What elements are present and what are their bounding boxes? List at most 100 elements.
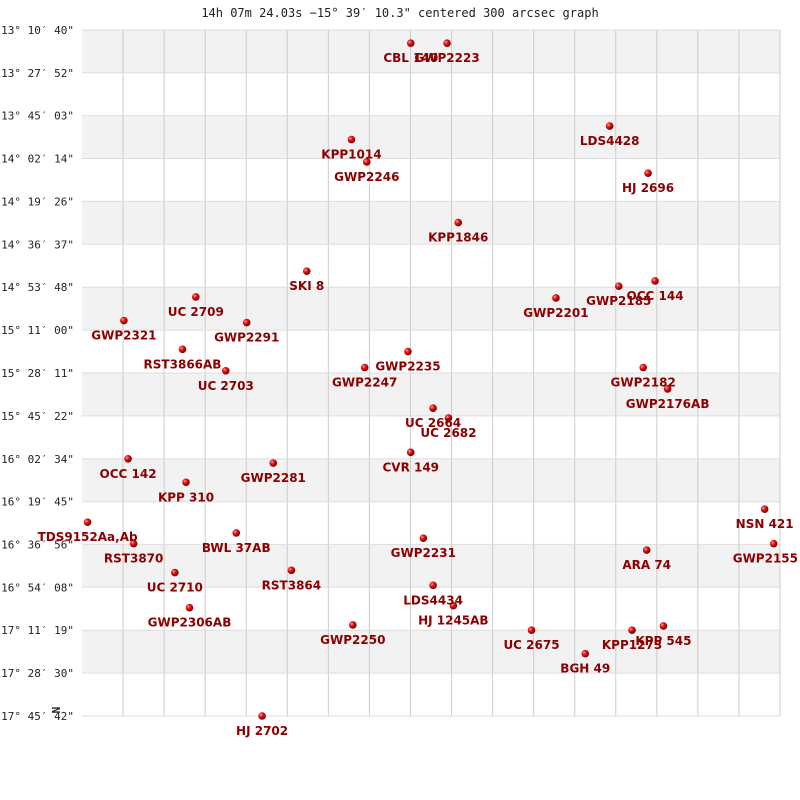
- background-bands: [82, 30, 780, 674]
- star-marker[interactable]: [443, 39, 451, 48]
- star-marker[interactable]: [605, 122, 614, 130]
- star-marker[interactable]: [221, 366, 230, 375]
- star-marker[interactable]: [258, 712, 266, 720]
- y-tick-label: -16° 02′ 34": [0, 453, 74, 466]
- star-label: RST3866AB: [144, 357, 222, 371]
- star-marker[interactable]: [449, 601, 458, 610]
- grid-band: [82, 630, 780, 674]
- star-label: KPP 310: [158, 490, 214, 504]
- y-tick-label: -16° 19′ 45": [0, 496, 74, 509]
- star-marker[interactable]: [527, 626, 536, 634]
- y-tick-label: -13° 10′ 40": [0, 24, 74, 37]
- star-label: GWP2247: [332, 376, 397, 390]
- star-label: HJ 1245AB: [418, 614, 489, 628]
- grid-band: [82, 544, 780, 588]
- star-label: GWP2281: [241, 471, 306, 485]
- star-marker[interactable]: [349, 621, 357, 629]
- y-tick-label: -13° 27′ 52": [0, 67, 74, 80]
- star-marker[interactable]: [406, 448, 415, 457]
- star-marker[interactable]: [614, 282, 623, 290]
- star-label: OCC 142: [100, 467, 157, 481]
- star-label: GWP2246: [334, 170, 399, 184]
- star-label: UC 2703: [198, 379, 254, 393]
- star-marker[interactable]: [185, 603, 194, 612]
- star-marker[interactable]: [182, 478, 190, 487]
- star-marker[interactable]: [444, 414, 453, 422]
- star-marker[interactable]: [287, 566, 296, 575]
- y-tick-label: -14° 19′ 26": [0, 195, 74, 208]
- star-marker[interactable]: [581, 649, 590, 658]
- y-tick-label: -15° 11′ 00": [0, 324, 74, 337]
- star-marker[interactable]: [171, 568, 179, 577]
- star-marker[interactable]: [769, 539, 778, 548]
- star-marker[interactable]: [232, 529, 241, 537]
- y-tick-label: -17° 11′ 19": [0, 624, 74, 637]
- star-marker[interactable]: [429, 404, 437, 412]
- star-label: LDS4428: [580, 134, 640, 148]
- star-label: GWP2182: [611, 376, 676, 390]
- star-marker[interactable]: [302, 267, 311, 276]
- star-label: GWP2250: [320, 633, 385, 647]
- star-marker[interactable]: [429, 581, 437, 590]
- star-label: HJ 2702: [236, 724, 288, 738]
- star-label: BGH 49: [560, 662, 610, 676]
- star-label: GWP2155: [733, 552, 798, 566]
- star-label: GWP2231: [391, 546, 456, 560]
- star-marker[interactable]: [454, 218, 463, 227]
- star-marker[interactable]: [760, 505, 769, 514]
- star-label: RST3864: [262, 578, 321, 592]
- star-marker[interactable]: [659, 622, 668, 630]
- grid-band: [82, 458, 780, 502]
- star-label: BWL 37AB: [202, 541, 271, 555]
- star-label: UC 2710: [147, 581, 203, 595]
- star-marker[interactable]: [178, 345, 187, 354]
- y-tick-label: -15° 45′ 22": [0, 410, 74, 423]
- star-label: UC 2709: [168, 305, 224, 319]
- star-marker[interactable]: [129, 539, 138, 548]
- grid-band: [82, 115, 780, 159]
- star-label: GWP2223: [414, 51, 479, 65]
- star-marker[interactable]: [362, 158, 371, 166]
- star-marker[interactable]: [628, 626, 636, 634]
- star-marker[interactable]: [347, 135, 356, 144]
- star-label: UC 2682: [420, 426, 476, 440]
- star-marker[interactable]: [120, 316, 128, 325]
- star-label: GWP2306AB: [148, 616, 232, 630]
- horizontal-gridlines: [82, 29, 780, 717]
- star-marker[interactable]: [552, 294, 560, 302]
- star-marker[interactable]: [642, 546, 651, 554]
- star-label: UC 2664: [405, 416, 461, 430]
- star-marker[interactable]: [404, 347, 412, 356]
- star-marker[interactable]: [191, 293, 200, 301]
- y-tick-label: -16° 54′ 08": [0, 581, 74, 594]
- star-label: GWP2321: [91, 329, 156, 343]
- star-marker[interactable]: [639, 363, 647, 372]
- star-marker[interactable]: [644, 169, 652, 177]
- star-marker[interactable]: [360, 363, 369, 372]
- y-tick-label: -13° 45′ 03": [0, 110, 74, 123]
- y-tick-label: -17° 28′ 30": [0, 667, 74, 680]
- star-marker[interactable]: [406, 39, 415, 48]
- star-label: TDS9152Aa,Ab: [38, 530, 138, 544]
- star-marker[interactable]: [651, 277, 659, 285]
- star-marker[interactable]: [419, 534, 428, 542]
- star-label: LDS4434: [403, 593, 463, 607]
- star-marker[interactable]: [124, 455, 132, 463]
- star-label: GWP2235: [375, 360, 440, 374]
- star-marker[interactable]: [663, 385, 672, 393]
- y-tick-label: -16° 36′ 56": [0, 538, 74, 551]
- star-marker[interactable]: [83, 518, 92, 526]
- star-label: KPP1014: [321, 148, 381, 162]
- star-label: CVR 149: [382, 460, 439, 474]
- y-tick-label: -15° 28′ 11": [0, 367, 74, 380]
- star-label: GWP2185: [586, 294, 651, 308]
- north-indicator: N: [50, 707, 63, 714]
- star-label: OCC 144: [627, 289, 684, 303]
- y-axis-tick-labels: -13° 10′ 40" -13° 27′ 52" -13° 45′ 03" -14°…: [0, 24, 74, 723]
- star-marker[interactable]: [269, 459, 278, 467]
- star-label: RST3870: [104, 552, 163, 566]
- star-marker[interactable]: [242, 318, 251, 327]
- star-label: KPP1273: [602, 638, 662, 652]
